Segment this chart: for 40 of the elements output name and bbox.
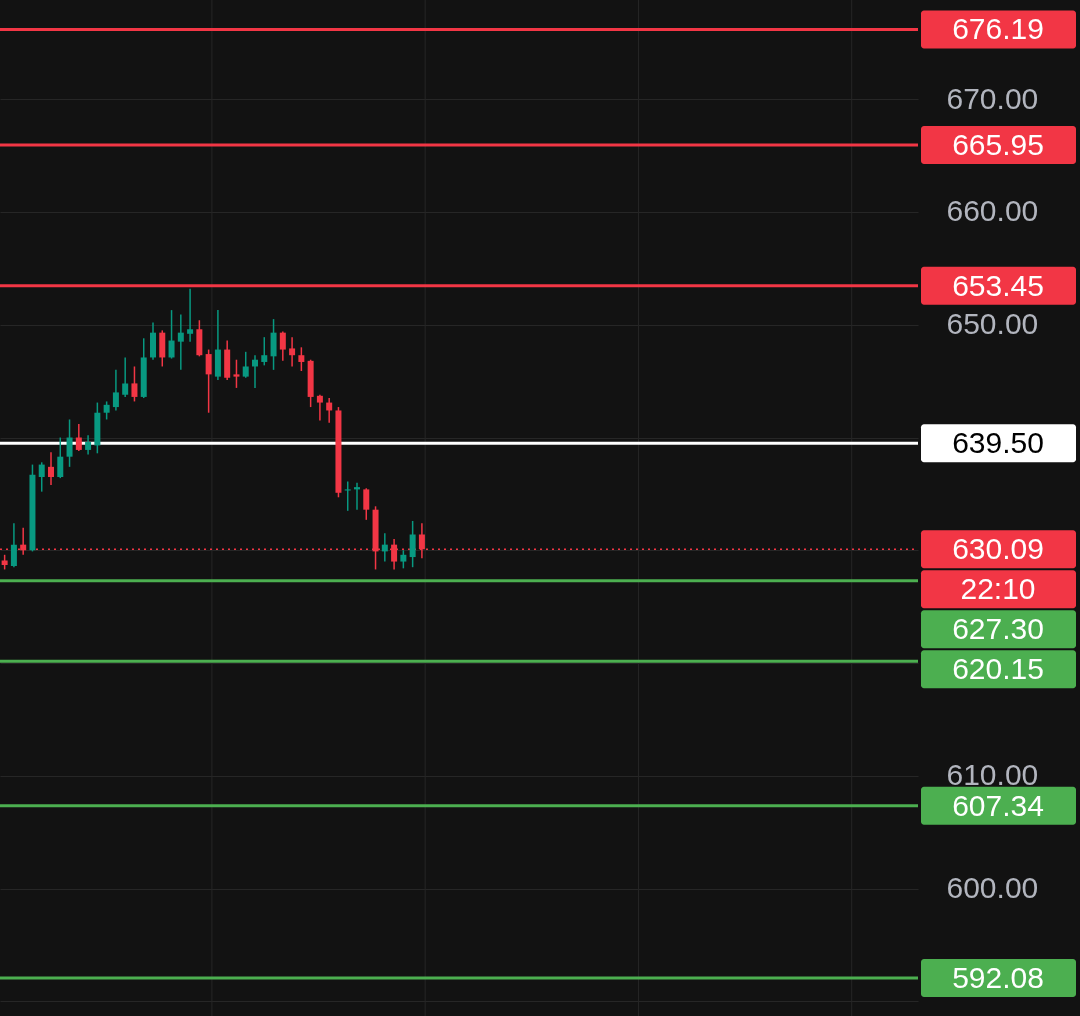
candlestick (363, 487, 370, 521)
candlestick (279, 330, 286, 362)
candlestick (131, 365, 138, 403)
candlestick (85, 434, 92, 456)
candlestick (187, 287, 194, 343)
ref-line-label: 639.50 (952, 426, 1044, 460)
ref-line-label: 676.19 (952, 12, 1044, 46)
ref-line-label: 592.08 (952, 960, 1044, 994)
candlestick (112, 369, 119, 412)
candlestick (57, 436, 64, 479)
y-tick-label: 600.00 (946, 871, 1039, 905)
candlestick (270, 318, 277, 371)
candlestick (409, 520, 416, 568)
candlestick (233, 358, 240, 389)
candlestick (289, 336, 296, 368)
candlestick (75, 423, 82, 452)
text: 22:10 (960, 572, 1036, 606)
ref-line-label: 627.30 (952, 612, 1044, 646)
candlestick (177, 313, 184, 371)
candlestick (122, 356, 129, 398)
candlestick (66, 418, 73, 468)
ref-line-label: 653.45 (952, 268, 1044, 302)
candlestick (103, 400, 110, 421)
candlestick (205, 348, 212, 414)
y-tick-label: 650.00 (946, 307, 1039, 341)
candlestick (344, 480, 351, 512)
y-tick-label: 670.00 (946, 81, 1039, 115)
ref-line-label: 620.15 (952, 652, 1044, 686)
y-tick-label: 660.00 (946, 194, 1039, 228)
candlestick (298, 346, 305, 372)
candlestick (261, 336, 268, 367)
candlestick (48, 451, 54, 486)
candlestick (242, 351, 249, 379)
candlestick (38, 461, 45, 493)
ref-line-label: 665.95 (952, 127, 1044, 161)
candlestick (10, 522, 17, 568)
candlestick (400, 549, 407, 570)
candlestick (168, 309, 175, 360)
ref-line-label: 630.09 (952, 532, 1044, 566)
candlestick (316, 393, 323, 422)
